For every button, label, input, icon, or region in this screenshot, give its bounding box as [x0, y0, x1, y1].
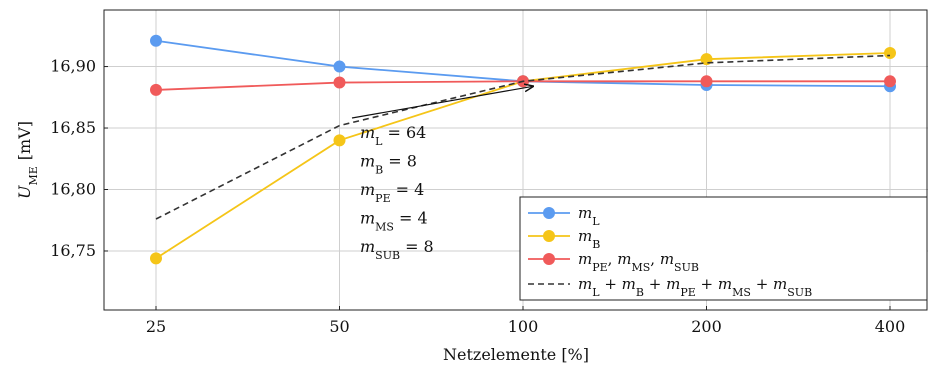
plot-frame	[103, 9, 928, 311]
x-tick-label: 50	[329, 317, 349, 336]
x-tick-label: 25	[146, 317, 166, 336]
data-point	[150, 34, 162, 47]
data-point	[150, 252, 162, 265]
data-point	[884, 47, 896, 60]
annotation-arrow	[351, 86, 533, 119]
y-tick-label: 16,75	[50, 241, 96, 260]
legend-label: mL	[578, 204, 600, 228]
legend-label: mL + mB + mPE + mMS + mSUB	[578, 275, 812, 299]
y-tick-label: 16,80	[50, 180, 96, 199]
y-axis-label: UME[mV]	[15, 121, 40, 199]
legend-swatch-marker	[543, 207, 555, 219]
data-point	[333, 134, 346, 147]
annotation-line: mPE = 4	[360, 180, 424, 205]
y-tick-label: 16,90	[50, 57, 96, 76]
annotation-line: mL = 64	[360, 123, 426, 148]
series-3	[155, 54, 891, 220]
x-tick-label: 200	[691, 317, 722, 336]
data-point	[700, 75, 713, 88]
x-axis-label: Netzelemente [%]	[443, 345, 589, 364]
data-point	[884, 75, 896, 88]
legend-label: mB	[578, 227, 600, 251]
series-line	[155, 54, 891, 220]
annotation-line: mB = 8	[360, 152, 417, 177]
legend-label: mPE, mMS, mSUB	[578, 250, 699, 274]
annotation-line: mSUB = 8	[360, 237, 434, 262]
annotation-line: mMS = 4	[360, 209, 428, 234]
x-tick-label: 100	[508, 317, 539, 336]
data-point	[333, 76, 346, 89]
legend-swatch-marker	[543, 253, 555, 265]
data-point	[150, 83, 162, 96]
legend-box	[519, 196, 928, 301]
y-tick-label: 16,85	[50, 118, 96, 137]
legend-swatch-marker	[543, 230, 555, 242]
grid	[104, 10, 928, 310]
x-tick-label: 400	[875, 317, 906, 336]
data-point	[333, 60, 346, 73]
